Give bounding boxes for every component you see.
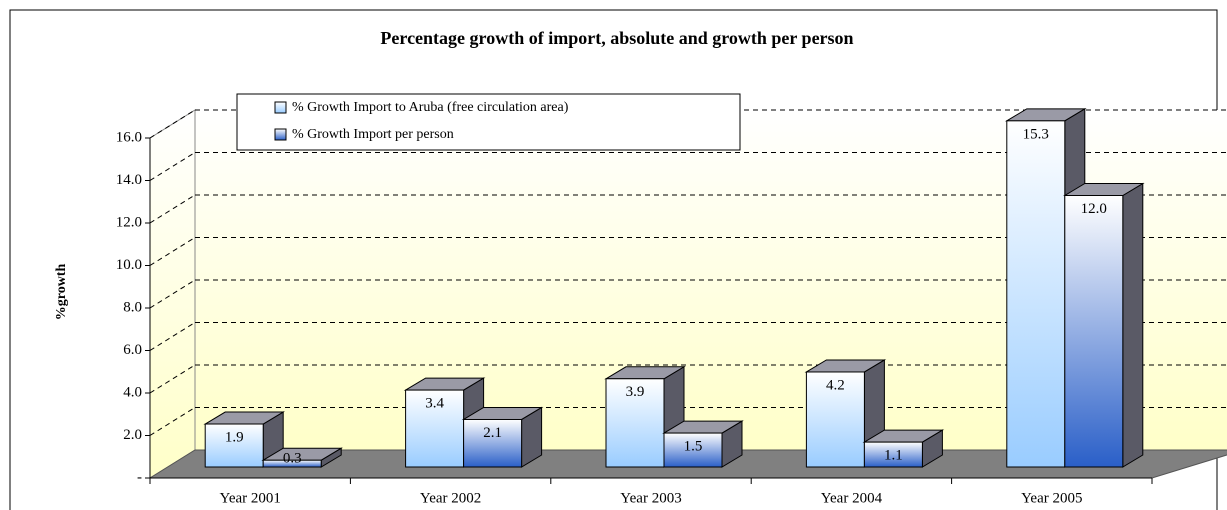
bar <box>1006 120 1066 468</box>
bar <box>663 432 723 468</box>
value-label: 1.9 <box>225 429 244 445</box>
chart-title: Percentage growth of import, absolute an… <box>380 28 853 48</box>
y-tick-label: - <box>137 469 142 485</box>
value-label: 1.5 <box>684 439 703 455</box>
bar <box>805 371 865 468</box>
x-tick-label: Year 2001 <box>219 490 280 506</box>
legend-label: % Growth Import to Aruba (free circulati… <box>292 100 569 115</box>
y-tick-label: 14.0 <box>116 172 142 188</box>
legend-label: % Growth Import per person <box>292 127 454 142</box>
value-label: 4.2 <box>826 377 845 393</box>
y-tick-label: 4.0 <box>123 384 142 400</box>
y-axis-label: %growth <box>54 264 69 321</box>
value-label: 3.9 <box>626 384 645 400</box>
y-tick-label: 10.0 <box>116 257 142 273</box>
y-tick-label: 2.0 <box>123 427 142 443</box>
y-tick-label: 8.0 <box>123 299 142 315</box>
x-tick-label: Year 2005 <box>1021 490 1082 506</box>
legend-swatch <box>274 101 287 114</box>
value-label: 0.3 <box>283 450 302 466</box>
value-label: 15.3 <box>1023 126 1049 142</box>
side-wall <box>149 109 196 479</box>
value-label: 2.1 <box>483 425 502 441</box>
value-label: 3.4 <box>425 396 444 412</box>
bar <box>405 389 465 468</box>
bar <box>605 378 665 468</box>
bar <box>863 441 923 468</box>
x-tick-label: Year 2003 <box>620 490 681 506</box>
value-label: 1.1 <box>884 448 903 464</box>
bar <box>262 459 322 468</box>
legend <box>236 93 741 151</box>
bar <box>463 418 523 468</box>
x-tick-label: Year 2004 <box>821 490 883 506</box>
bar <box>1064 195 1124 468</box>
y-tick-label: 12.0 <box>116 214 142 230</box>
y-tick-label: 16.0 <box>116 129 142 145</box>
x-tick-label: Year 2002 <box>420 490 481 506</box>
y-tick-label: 6.0 <box>123 342 142 358</box>
bar <box>204 423 264 468</box>
value-label: 12.0 <box>1081 201 1107 217</box>
legend-swatch <box>274 128 287 141</box>
bar-side <box>1122 182 1144 468</box>
